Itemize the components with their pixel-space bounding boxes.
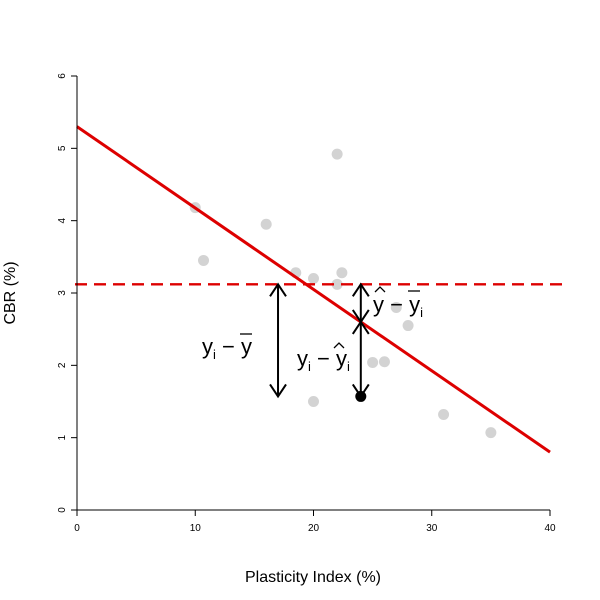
- data-point: [378, 356, 390, 368]
- y-axis-title: CBR (%): [2, 261, 19, 324]
- annotation-yhat-minus-ybar: y − yi: [373, 286, 423, 320]
- deviation-arrow: [351, 320, 370, 399]
- deviation-arrows: [269, 282, 370, 399]
- scatter-points: [189, 148, 497, 439]
- data-point: [402, 320, 414, 332]
- y-tick-label: 6: [57, 73, 68, 79]
- y-tick-label: 1: [57, 434, 68, 440]
- y-tick-label: 0: [57, 507, 68, 513]
- data-point: [198, 254, 210, 266]
- data-point: [367, 356, 379, 368]
- data-point: [331, 148, 343, 160]
- x-tick-label: 20: [308, 523, 320, 534]
- data-point: [308, 273, 319, 285]
- svg-text:y − yi: y − yi: [373, 292, 423, 320]
- annotation-yi-minus-ybar: yi − y: [202, 333, 252, 362]
- annotation-yi-minus-yhat: yi − yi: [297, 342, 350, 374]
- deviation-arrow: [351, 282, 370, 324]
- regression-line: [76, 125, 551, 454]
- svg-text:yi − yi: yi − yi: [297, 346, 350, 374]
- y-tick-label: 3: [57, 290, 68, 296]
- y-tick-label: 2: [57, 362, 68, 368]
- x-tick-label: 30: [426, 523, 438, 534]
- y-tick-label: 4: [57, 217, 68, 223]
- y-ticks: 0 1 2 3 4 5 6: [57, 73, 77, 513]
- svg-text:yi − y: yi − y: [202, 334, 252, 362]
- data-point: [260, 218, 272, 230]
- highlight-point: [355, 390, 367, 402]
- x-axis-title: Plasticity Index (%): [245, 569, 381, 586]
- x-tick-label: 40: [544, 523, 556, 534]
- data-point: [390, 301, 402, 313]
- deviation-arrow: [269, 282, 287, 399]
- x-ticks: 0 10 20 30 40: [74, 510, 556, 534]
- data-point: [438, 409, 450, 421]
- data-point: [485, 427, 497, 439]
- axes: 0 10 20 30 40 0 1 2 3 4 5 6: [57, 73, 556, 534]
- data-point: [308, 396, 319, 407]
- x-tick-label: 0: [74, 523, 80, 534]
- data-point: [336, 267, 348, 279]
- y-tick-label: 5: [57, 145, 68, 151]
- data-point: [331, 278, 343, 290]
- x-tick-label: 10: [190, 523, 202, 534]
